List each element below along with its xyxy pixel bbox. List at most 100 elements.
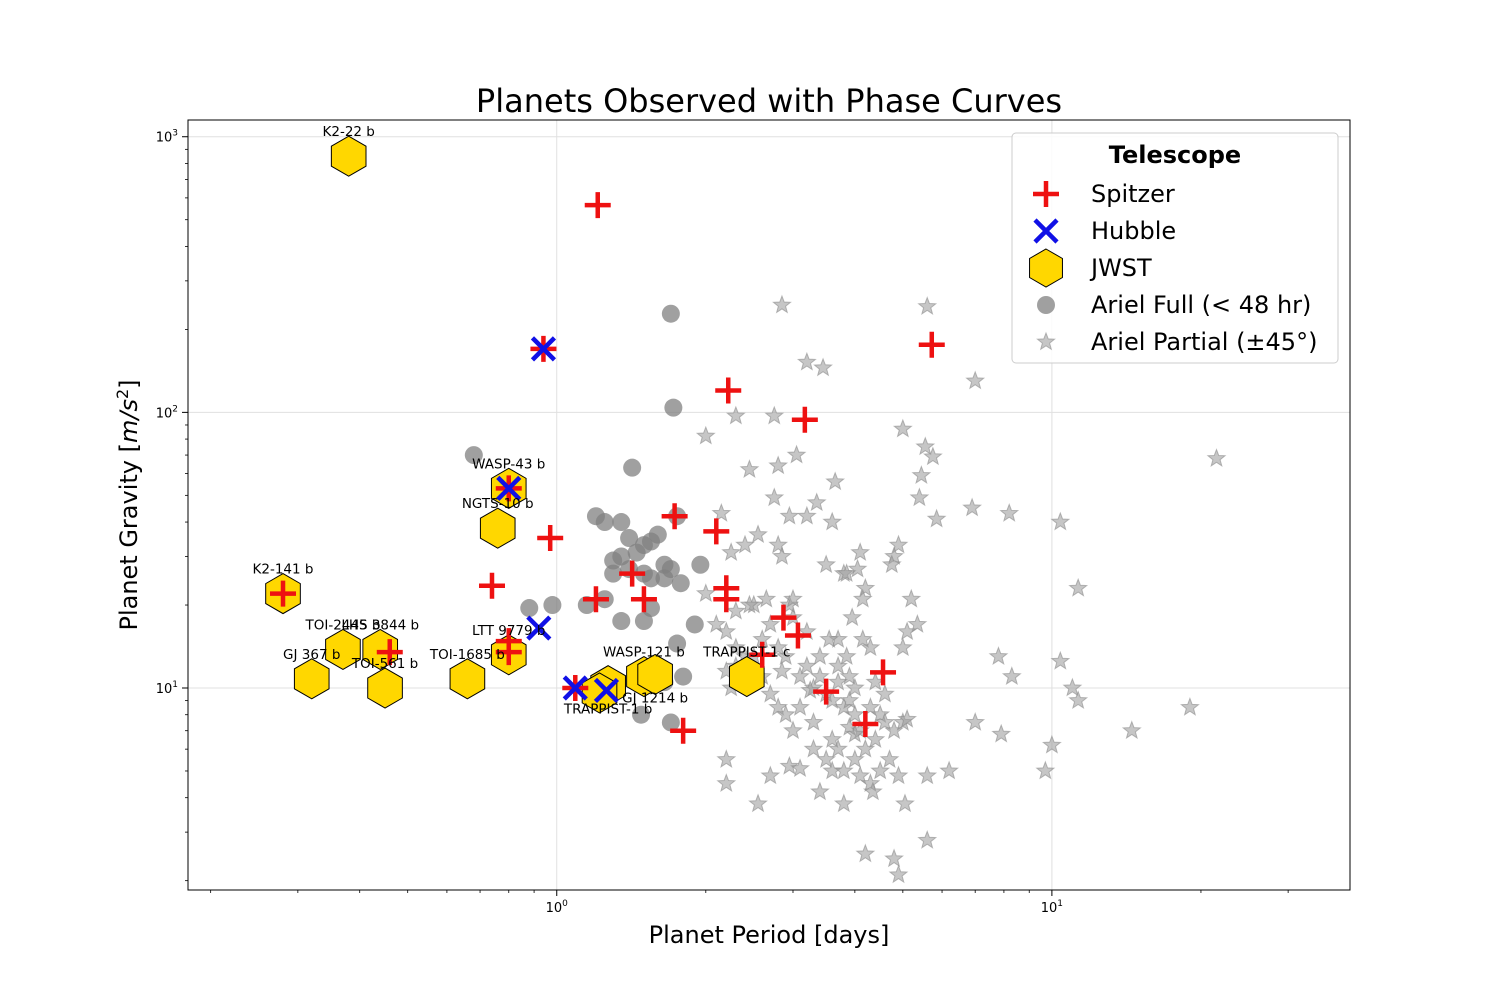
ariel-partial-point — [725, 600, 746, 620]
y-tick-label: 103 — [156, 129, 178, 146]
ariel-partial-point — [735, 534, 755, 554]
ariel-partial-point — [1035, 760, 1056, 780]
planet-label: TOI-1685 b — [429, 647, 505, 663]
spitzer-point — [713, 586, 740, 613]
legend-label: Spitzer — [1091, 180, 1175, 208]
ariel-partial-point — [852, 588, 873, 608]
spitzer-point — [918, 331, 945, 358]
ariel-partial-point — [796, 655, 817, 675]
y-axis-title-suffix: ] — [115, 379, 143, 388]
ariel-full-point — [671, 574, 690, 593]
ariel-partial-point — [833, 760, 854, 780]
ariel-partial-point — [922, 446, 943, 466]
ariel-partial-point — [939, 760, 960, 780]
ariel-partial-point — [888, 765, 909, 785]
legend-label: Ariel Full (< 48 hr) — [1091, 291, 1311, 319]
ariel-partial-point — [775, 646, 796, 666]
spitzer-point — [791, 406, 818, 433]
legend-label: JWST — [1089, 254, 1152, 282]
planet-annotations: K2-22 b WASP-43 b NGTS-10 b K2-141 b TOI-244… — [253, 124, 791, 717]
ariel-partial-point — [716, 773, 737, 793]
ariel-partial-point — [844, 677, 865, 697]
x-tick-label: 101 — [1041, 899, 1063, 916]
ariel-full-point — [661, 713, 680, 732]
ariel-partial-point — [860, 637, 881, 657]
ariel-partial-point — [816, 554, 837, 574]
ariel-partial-point — [768, 455, 789, 475]
ariel-partial-point — [917, 765, 938, 785]
ariel-partial-point — [772, 660, 792, 680]
planet-label: TOI-561 b — [351, 656, 418, 672]
ariel-partial-point — [844, 704, 865, 724]
jwst-point — [367, 667, 403, 709]
x-axis-title: Planet Period [days] — [649, 921, 890, 949]
spitzer-point — [630, 586, 657, 613]
legend-label: Ariel Partial (±45°) — [1091, 328, 1317, 356]
hubble-points — [496, 336, 620, 704]
ariel-partial-point — [926, 508, 947, 528]
ariel-partial-point — [695, 425, 716, 445]
ariel-partial-point — [828, 655, 849, 675]
ariel-full-point — [620, 529, 639, 548]
spitzer-point — [715, 377, 742, 404]
ariel-partial-point — [768, 637, 789, 657]
spitzer-point — [584, 192, 611, 219]
ariel-partial-point — [881, 554, 902, 574]
ariel-partial-point — [810, 646, 830, 666]
ariel-partial-points — [695, 294, 1227, 884]
ariel-partial-point — [764, 405, 785, 425]
ariel-partial-point — [711, 502, 732, 522]
y-axis-unit-s: s — [115, 399, 143, 412]
ariel-partial-point — [839, 690, 860, 710]
ariel-partial-point — [756, 588, 777, 608]
ariel-partial-point — [879, 749, 900, 768]
spitzer-point — [670, 717, 697, 744]
ariel-partial-point — [839, 666, 860, 686]
spitzer-point — [619, 560, 646, 587]
ariel-partial-point — [909, 487, 930, 507]
ariel-partial-point — [760, 614, 781, 633]
ariel-partial-point — [988, 646, 1009, 666]
spitzer-point — [478, 572, 505, 599]
ariel-partial-point — [748, 524, 768, 544]
ariel-partial-point — [917, 829, 938, 849]
ariel-partial-point — [725, 405, 746, 425]
axis-ticks: 100 101 101 102 103 — [156, 129, 1289, 916]
legend-ariel-partial-point-marker — [1036, 331, 1056, 351]
ariel-full-point — [623, 458, 642, 477]
legend-ariel-full-point-marker — [1037, 296, 1055, 314]
ariel-partial-point — [803, 712, 824, 731]
planet-label: K2-141 b — [253, 562, 314, 578]
ariel-full-point — [641, 599, 660, 618]
planet-label: GJ 1214 b — [622, 690, 688, 706]
ariel-partial-point — [779, 755, 800, 775]
ariel-partial-point — [836, 646, 857, 666]
ariel-partial-point — [901, 588, 922, 608]
ariel-partial-point — [748, 793, 768, 813]
ariel-partial-point — [760, 683, 781, 703]
planet-label: LHS 3844 b — [341, 617, 419, 633]
ariel-partial-point — [721, 542, 742, 561]
ariel-partial-point — [1180, 697, 1200, 716]
planet-label: TOI-2445 b — [304, 617, 380, 633]
planet-label: GJ 367 b — [283, 647, 340, 663]
ariel-partial-point — [772, 294, 792, 314]
ariel-partial-point — [884, 546, 904, 565]
ariel-full-point — [661, 304, 680, 323]
ariel-partial-point — [884, 848, 904, 868]
ariel-full-point — [612, 513, 631, 532]
ariel-partial-point — [828, 671, 848, 691]
ariel-partial-point — [1001, 666, 1022, 686]
legend-jwst-point-marker — [1029, 248, 1063, 288]
spitzer-point — [703, 518, 730, 545]
spitzer-point — [852, 711, 879, 738]
spitzer-point — [537, 525, 564, 552]
ariel-full-point — [648, 525, 667, 544]
planet-label: NGTS-10 b — [462, 496, 534, 512]
planet-label: WASP-121 b — [603, 645, 685, 661]
ariel-partial-point — [800, 680, 821, 699]
ariel-full-point — [627, 543, 646, 562]
ariel-partial-point — [822, 729, 843, 748]
ariel-partial-point — [860, 773, 881, 793]
